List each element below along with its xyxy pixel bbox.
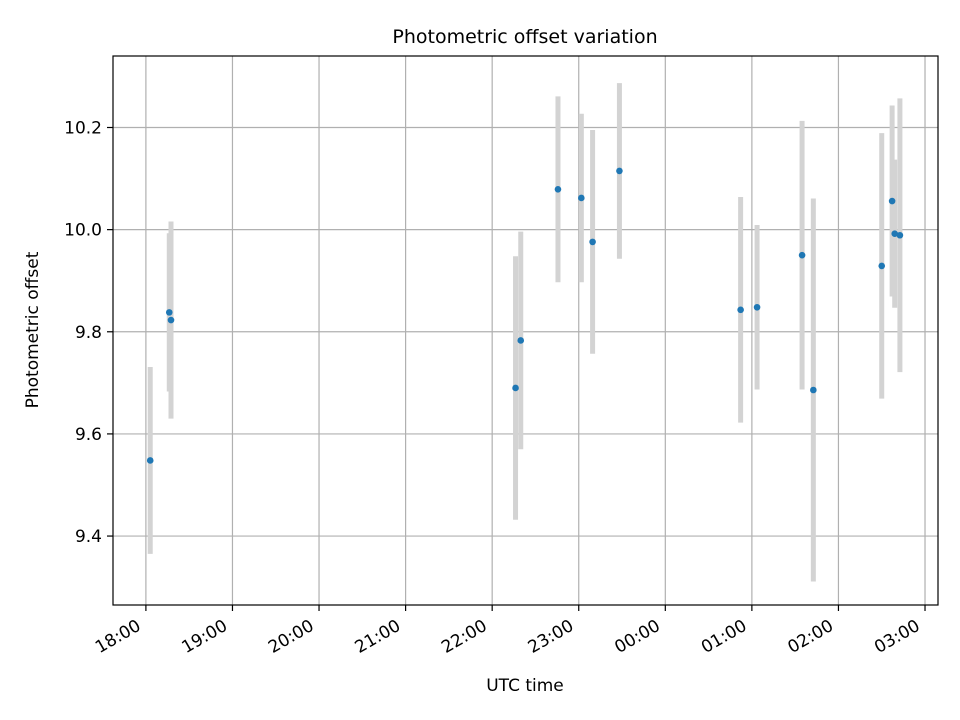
plot-frame bbox=[112, 55, 939, 606]
y-tick-label: 10.0 bbox=[64, 221, 102, 241]
x-tick-label: 20:00 bbox=[265, 616, 317, 658]
data-point bbox=[798, 251, 806, 259]
y-axis-ticks: 9.4 9.6 9.8 10.0 10.2 bbox=[64, 118, 113, 547]
data-point bbox=[753, 303, 761, 311]
x-tick-label: 23:00 bbox=[525, 616, 577, 658]
y-axis-label: Photometric offset bbox=[23, 251, 43, 408]
data-point bbox=[891, 230, 899, 238]
y-tick-label: 9.8 bbox=[75, 323, 102, 343]
data-point bbox=[512, 384, 519, 392]
data-point bbox=[517, 337, 525, 344]
data-points bbox=[146, 167, 904, 464]
data-point bbox=[146, 457, 154, 464]
y-tick-label: 9.4 bbox=[75, 527, 102, 547]
data-point bbox=[578, 194, 585, 202]
data-point bbox=[554, 185, 562, 193]
x-axis-label: UTC time bbox=[486, 676, 564, 696]
data-point bbox=[737, 306, 744, 314]
x-tick-label: 21:00 bbox=[352, 616, 404, 658]
x-tick-label: 01:00 bbox=[698, 616, 750, 658]
data-point bbox=[616, 167, 623, 175]
data-point bbox=[896, 231, 904, 239]
chart-title: Photometric offset variation bbox=[392, 26, 657, 48]
x-tick-label: 22:00 bbox=[438, 616, 490, 658]
x-tick-label: 00:00 bbox=[611, 616, 663, 658]
data-point bbox=[589, 238, 596, 246]
y-tick-label: 9.6 bbox=[75, 425, 102, 445]
data-point bbox=[878, 262, 886, 270]
data-point bbox=[167, 316, 175, 324]
x-tick-label: 02:00 bbox=[785, 616, 837, 658]
x-tick-label: 03:00 bbox=[871, 616, 923, 658]
x-axis-ticks: 18:00 19:00 20:00 21:00 22:00 23:00 00:00 01:00… bbox=[92, 605, 926, 658]
data-point bbox=[888, 197, 896, 205]
y-tick-label: 10.2 bbox=[64, 118, 102, 138]
x-tick-label: 18:00 bbox=[92, 616, 144, 658]
data-point bbox=[165, 309, 173, 316]
data-point bbox=[810, 386, 817, 394]
x-tick-label: 19:00 bbox=[179, 616, 231, 658]
